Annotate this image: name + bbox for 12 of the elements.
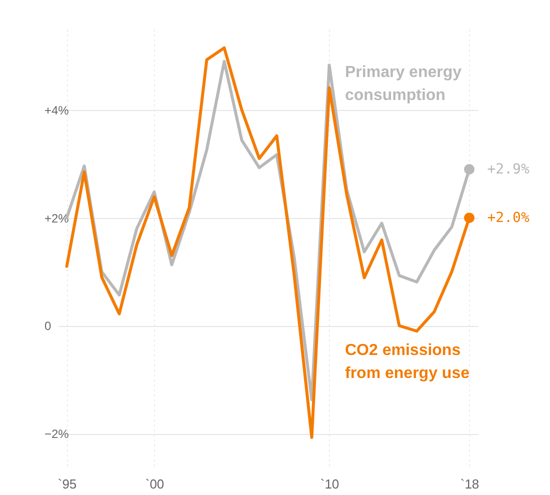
y-tick-label: +2% (44, 211, 70, 226)
x-tick-label: `10 (320, 476, 340, 492)
x-tick-label: `00 (145, 476, 164, 492)
x-tick-label: `95 (58, 476, 77, 492)
y-tick-label: +4% (44, 103, 70, 118)
y-tick-label: 0 (44, 319, 52, 334)
data-label: +2.9% (487, 161, 530, 178)
series-label: CO2 emissions from energy use (345, 342, 470, 382)
data-label: +2.0% (487, 210, 530, 226)
series-label: Primary energy consumption (345, 64, 462, 104)
y-tick-label: −2% (44, 427, 70, 442)
x-tick-label: `18 (460, 476, 480, 492)
